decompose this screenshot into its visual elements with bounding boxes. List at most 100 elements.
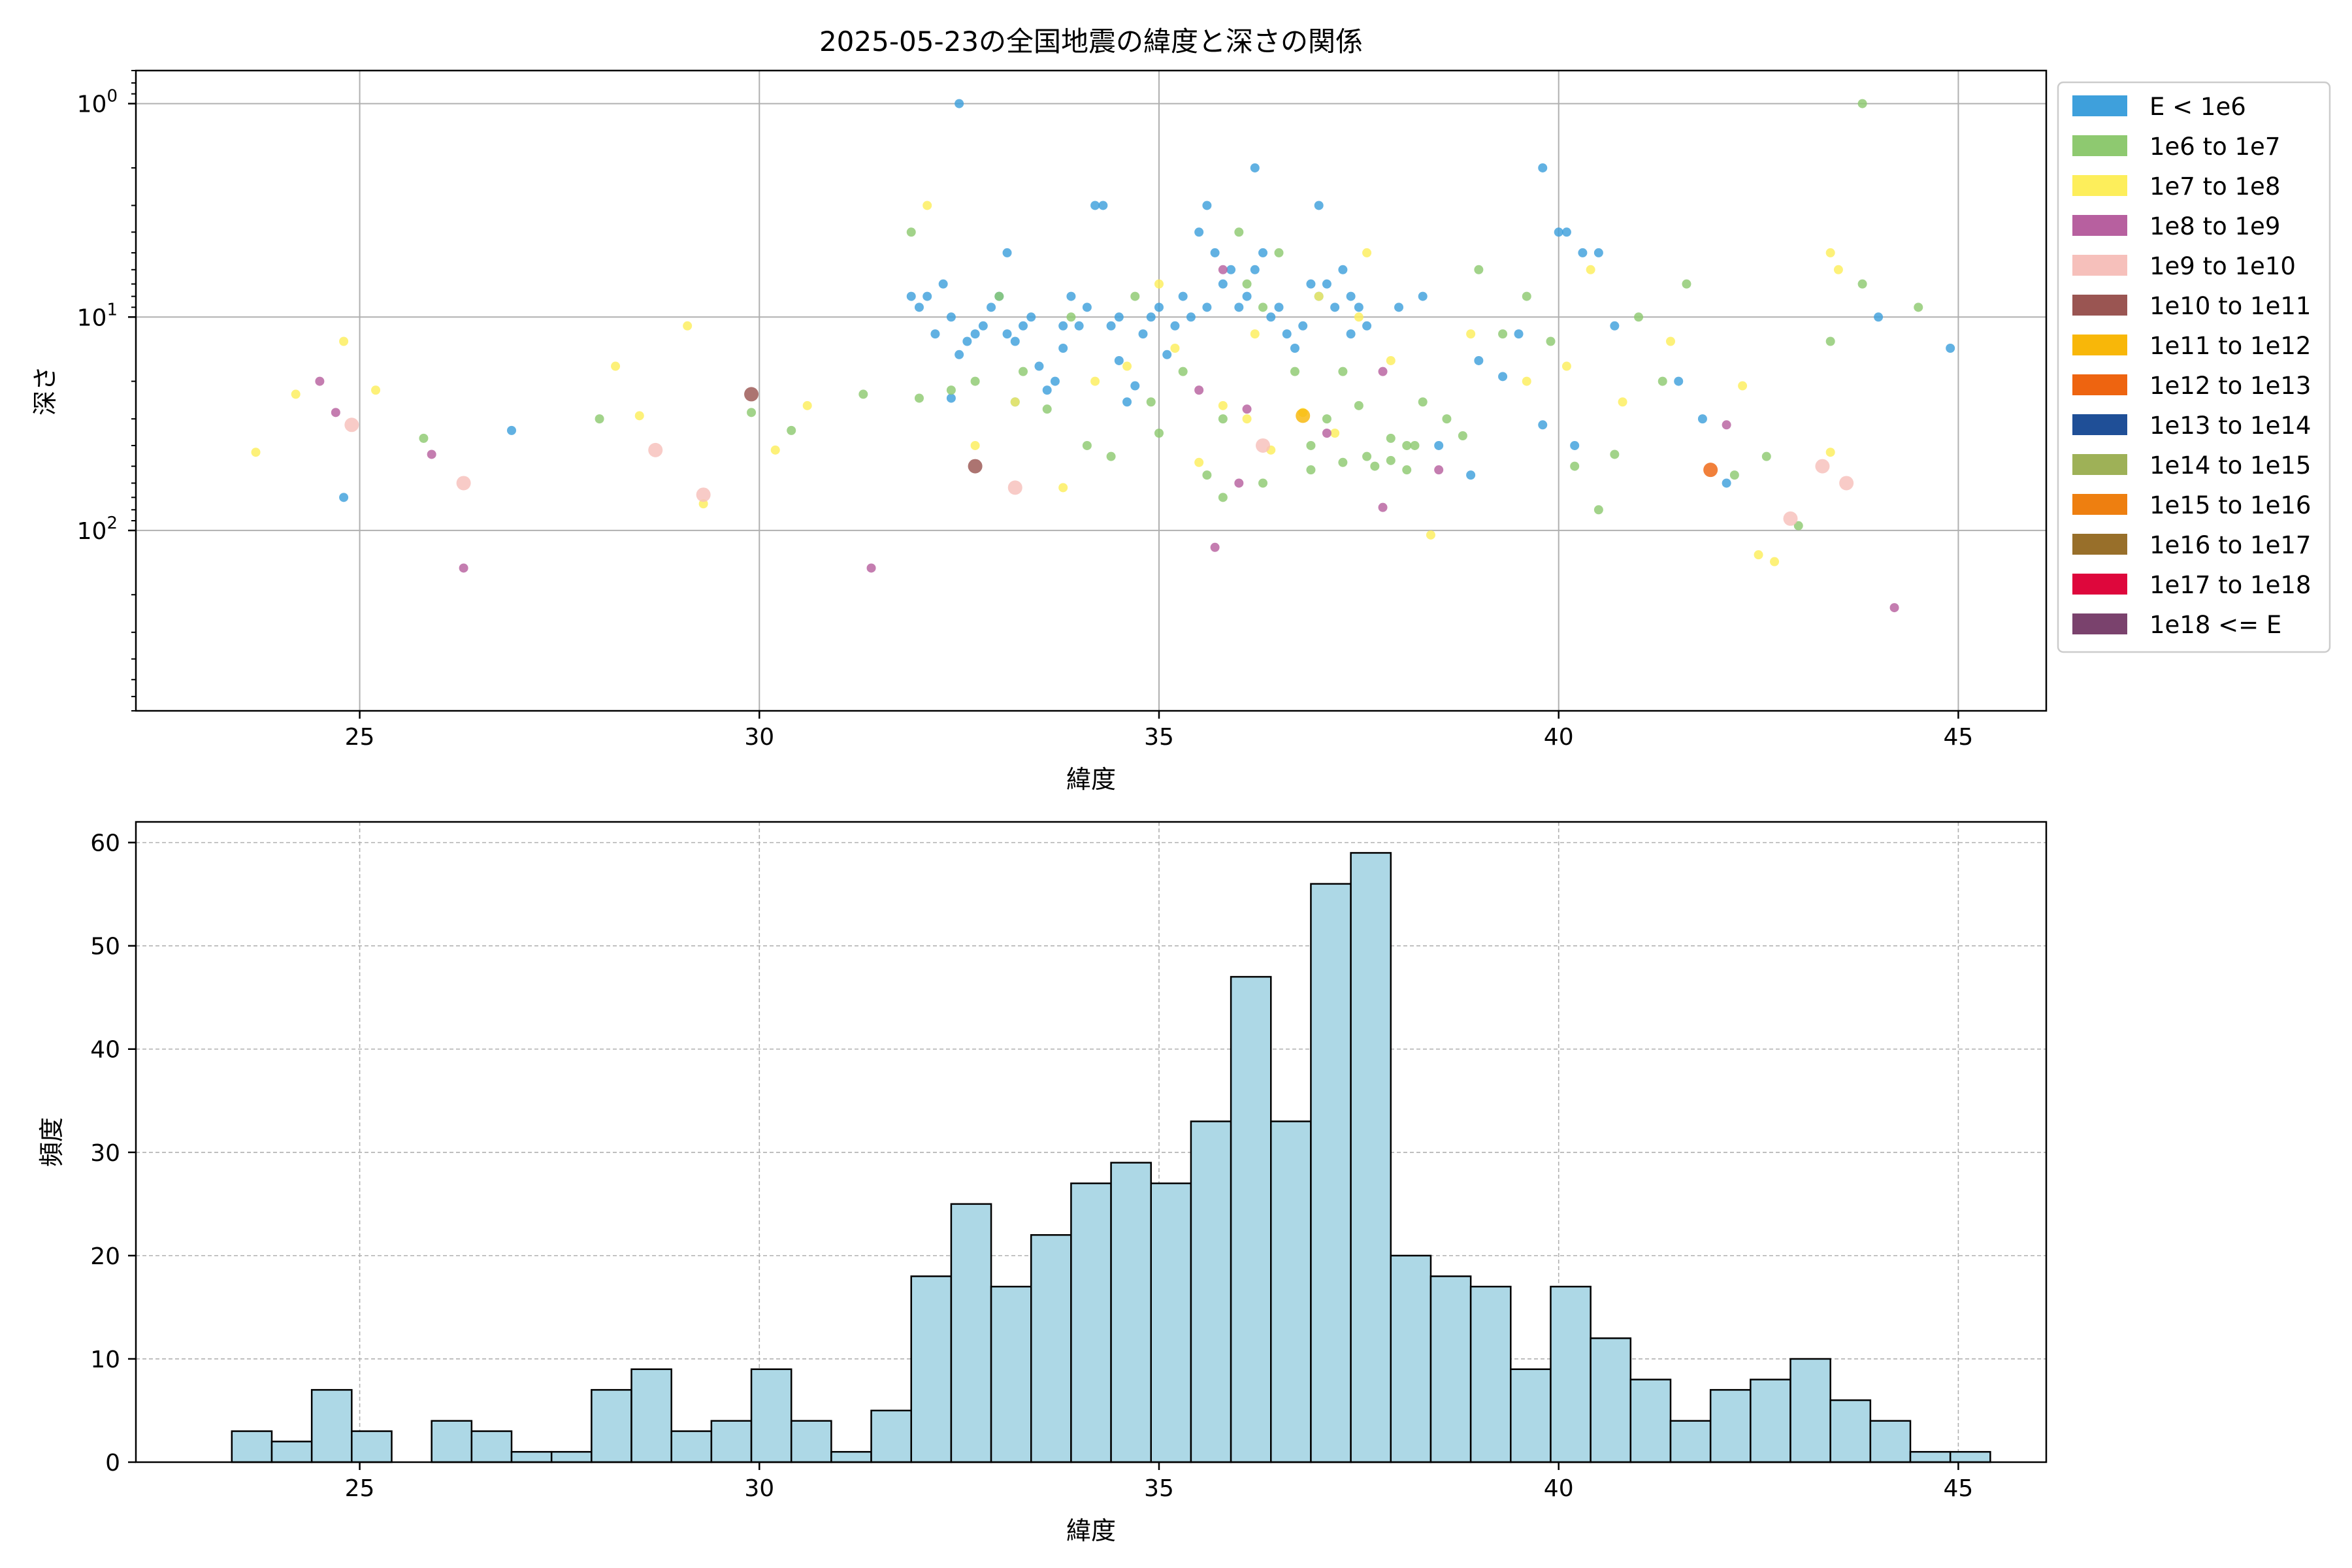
legend-swatch: [2072, 414, 2127, 435]
scatter-point: [1857, 279, 1867, 289]
scatter-point: [1338, 265, 1348, 274]
histogram-bar: [231, 1430, 273, 1463]
scatter-point: [1857, 99, 1867, 108]
legend-swatch: [2072, 295, 2127, 316]
legend-swatch: [2072, 374, 2127, 395]
scatter-point: [946, 385, 956, 395]
scatter-point: [1242, 414, 1252, 424]
legend-swatch: [2072, 215, 2127, 236]
histogram-bar: [1789, 1358, 1831, 1463]
legend-swatch: [2072, 95, 2127, 116]
histogram-y-tick-label: 40: [90, 1037, 120, 1064]
scatter-point: [1578, 248, 1588, 257]
histogram-bar: [950, 1203, 992, 1463]
scatter-point: [787, 425, 796, 435]
scatter-point: [1754, 550, 1763, 560]
scatter-point: [1226, 265, 1236, 274]
scatter-x-tick-label: 35: [1144, 724, 1174, 751]
legend-label: 1e8 to 1e9: [2149, 212, 2280, 240]
scatter-point: [1114, 355, 1124, 365]
scatter-point: [1010, 336, 1020, 346]
scatter-point: [1002, 329, 1012, 339]
scatter-point: [1825, 336, 1835, 346]
histogram-bar: [1150, 1182, 1192, 1463]
scatter-point: [1738, 381, 1748, 391]
histogram-bar: [1949, 1450, 1991, 1463]
legend-label: 1e9 to 1e10: [2149, 252, 2296, 280]
legend-label: 1e10 to 1e11: [2149, 292, 2311, 320]
scatter-plot-frame: [135, 69, 2048, 712]
scatter-point: [1514, 329, 1524, 339]
scatter-point: [930, 329, 940, 339]
scatter-point: [1234, 227, 1244, 237]
scatter-point: [1194, 457, 1204, 467]
legend-swatch: [2072, 135, 2127, 156]
histogram-bar: [1270, 1120, 1312, 1463]
scatter-point: [1330, 428, 1340, 438]
scatter-point: [1178, 367, 1188, 376]
scatter-point: [1586, 265, 1595, 274]
histogram-bar: [1750, 1379, 1791, 1463]
scatter-point: [1218, 400, 1228, 410]
scatter-point: [1825, 448, 1835, 457]
scatter-point: [1314, 291, 1324, 301]
scatter-point: [1210, 248, 1220, 257]
legend-swatch: [2072, 175, 2127, 196]
legend-label: 1e11 to 1e12: [2149, 332, 2311, 360]
histogram-x-tick-label: 45: [1944, 1475, 1974, 1502]
scatter-point: [1610, 321, 1620, 331]
scatter-point: [1019, 321, 1028, 331]
scatter-point: [331, 408, 340, 417]
legend-swatch: [2072, 454, 2127, 475]
scatter-point: [1202, 201, 1212, 210]
legend-label: 1e15 to 1e16: [2149, 491, 2311, 519]
scatter-point: [1770, 557, 1780, 566]
scatter-point: [1474, 265, 1484, 274]
scatter-point: [1874, 312, 1884, 322]
scatter-point: [1010, 397, 1020, 407]
scatter-point: [1154, 428, 1164, 438]
histogram-bar: [910, 1275, 953, 1463]
scatter-point: [1282, 329, 1292, 339]
scatter-x-tick-label: 25: [345, 724, 375, 751]
scatter-point: [1162, 350, 1172, 359]
scatter-point: [634, 411, 644, 421]
histogram-y-tick-label: 60: [90, 830, 120, 857]
scatter-point: [1194, 385, 1204, 395]
scatter-point: [1322, 414, 1331, 424]
histogram-y-tick-label: 20: [90, 1243, 120, 1270]
scatter-point: [914, 302, 924, 312]
scatter-point: [1729, 470, 1739, 480]
scatter-point: [1458, 431, 1467, 440]
histogram-bar: [1669, 1420, 1712, 1463]
scatter-point: [1026, 312, 1036, 322]
scatter-point: [1346, 329, 1356, 339]
scatter-point: [1354, 312, 1364, 322]
scatter-point: [696, 487, 711, 502]
scatter-point: [770, 445, 780, 455]
histogram-bar: [710, 1420, 753, 1463]
scatter-point: [1783, 511, 1798, 526]
scatter-point: [1186, 312, 1196, 322]
histogram-bar: [1510, 1368, 1552, 1463]
histogram-bar: [1829, 1399, 1872, 1463]
scatter-point: [1402, 440, 1412, 450]
histogram-bar: [1070, 1182, 1112, 1463]
histogram-x-ticks: 25 30 35 40 45: [345, 1462, 1974, 1502]
histogram-bar: [1550, 1286, 1592, 1463]
scatter-point: [858, 389, 868, 399]
scatter-point: [507, 425, 517, 435]
scatter-point: [1090, 201, 1100, 210]
scatter-point: [1658, 376, 1667, 386]
scatter-point: [1538, 420, 1548, 430]
scatter-point: [1218, 279, 1228, 289]
scatter-point: [1242, 279, 1252, 289]
histogram-panel: 25 30 35 40 45 0 10 20 30 40 50 60 緯度 頻度: [37, 821, 2048, 1545]
scatter-point: [1410, 440, 1420, 450]
histogram-bar: [630, 1368, 672, 1463]
legend-swatch: [2072, 255, 2127, 276]
scatter-point: [1042, 385, 1052, 395]
scatter-point: [1418, 397, 1428, 407]
histogram-y-tick-label: 30: [90, 1140, 120, 1167]
